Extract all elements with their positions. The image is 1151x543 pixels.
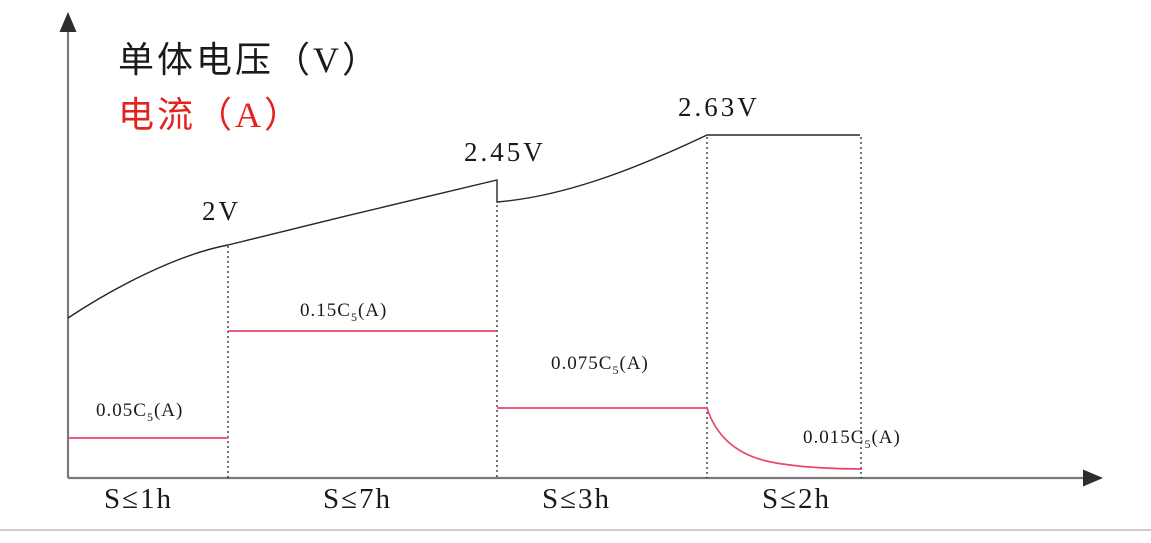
current-value-prefix: 0.15C bbox=[300, 300, 351, 321]
voltage-annotation-2v: 2V bbox=[202, 196, 241, 226]
current-value-suffix: (A) bbox=[619, 353, 649, 374]
current-annotation-stage3: 0.075C5(A) bbox=[551, 353, 649, 376]
current-annotation-stage1: 0.05C5(A) bbox=[96, 400, 184, 423]
current-value-subscript: 5 bbox=[350, 309, 358, 324]
current-annotation-stage2: 0.15C5(A) bbox=[300, 300, 388, 323]
current-value-prefix: 0.075C bbox=[551, 353, 613, 374]
current-value-prefix: 0.015C bbox=[803, 427, 865, 448]
stage-tick-1: S≤1h bbox=[104, 483, 174, 515]
current-value-prefix: 0.05C bbox=[96, 400, 147, 421]
current-value-subscript: 5 bbox=[612, 362, 620, 377]
current-value-subscript: 5 bbox=[146, 409, 154, 424]
current-value-suffix: (A) bbox=[357, 300, 388, 321]
voltage-series-title: 单体电压（V） bbox=[118, 40, 381, 80]
y-axis-arrow-icon bbox=[59, 12, 77, 32]
current-annotation-stage4: 0.015C5(A) bbox=[803, 427, 901, 450]
current-value-suffix: (A) bbox=[871, 427, 901, 448]
current-value-subscript: 5 bbox=[864, 436, 872, 451]
current-value-suffix: (A) bbox=[153, 400, 184, 421]
stage-tick-4: S≤2h bbox=[762, 483, 832, 515]
voltage-annotation-2-63v: 2.63V bbox=[678, 92, 760, 122]
current-curve-stage4-decay bbox=[706, 407, 863, 470]
stage-tick-3: S≤3h bbox=[542, 483, 612, 515]
stage-tick-2: S≤7h bbox=[323, 483, 393, 515]
x-axis-arrow-icon bbox=[1083, 469, 1103, 487]
voltage-curve bbox=[67, 134, 860, 319]
current-series-title: 电流（A） bbox=[118, 95, 303, 135]
voltage-annotation-2-45v: 2.45V bbox=[464, 137, 546, 167]
